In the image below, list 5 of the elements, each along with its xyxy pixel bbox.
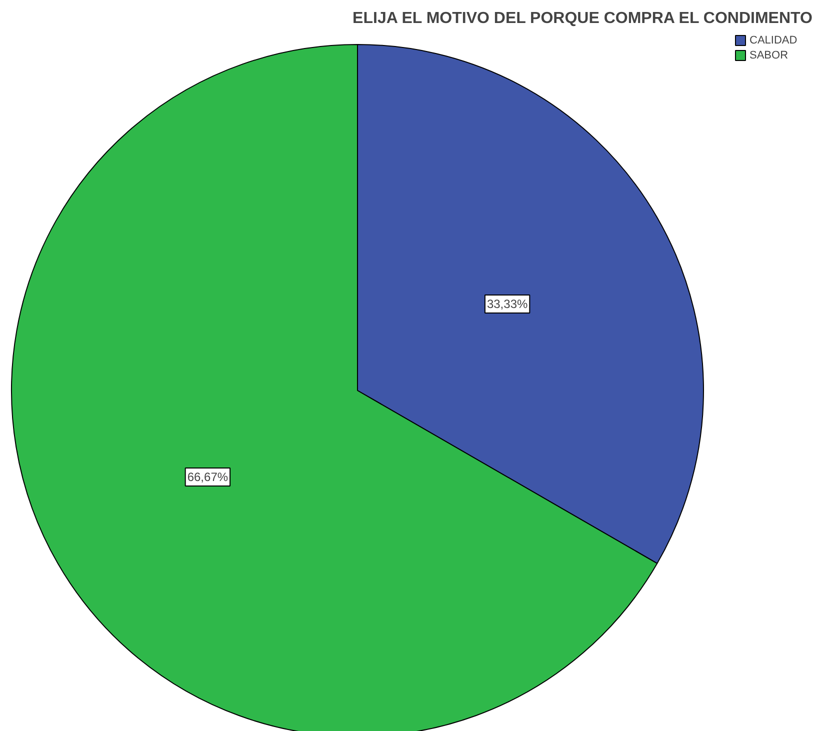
- chart-title: ELIJA EL MOTIVO DEL PORQUE COMPRA EL CONDIMENTO: [352, 10, 812, 27]
- data-label: 33,33%: [486, 296, 528, 311]
- data-label: 66,67%: [187, 470, 228, 484]
- legend-label: CALIDAD: [750, 34, 798, 46]
- legend-label: SABOR: [750, 50, 788, 62]
